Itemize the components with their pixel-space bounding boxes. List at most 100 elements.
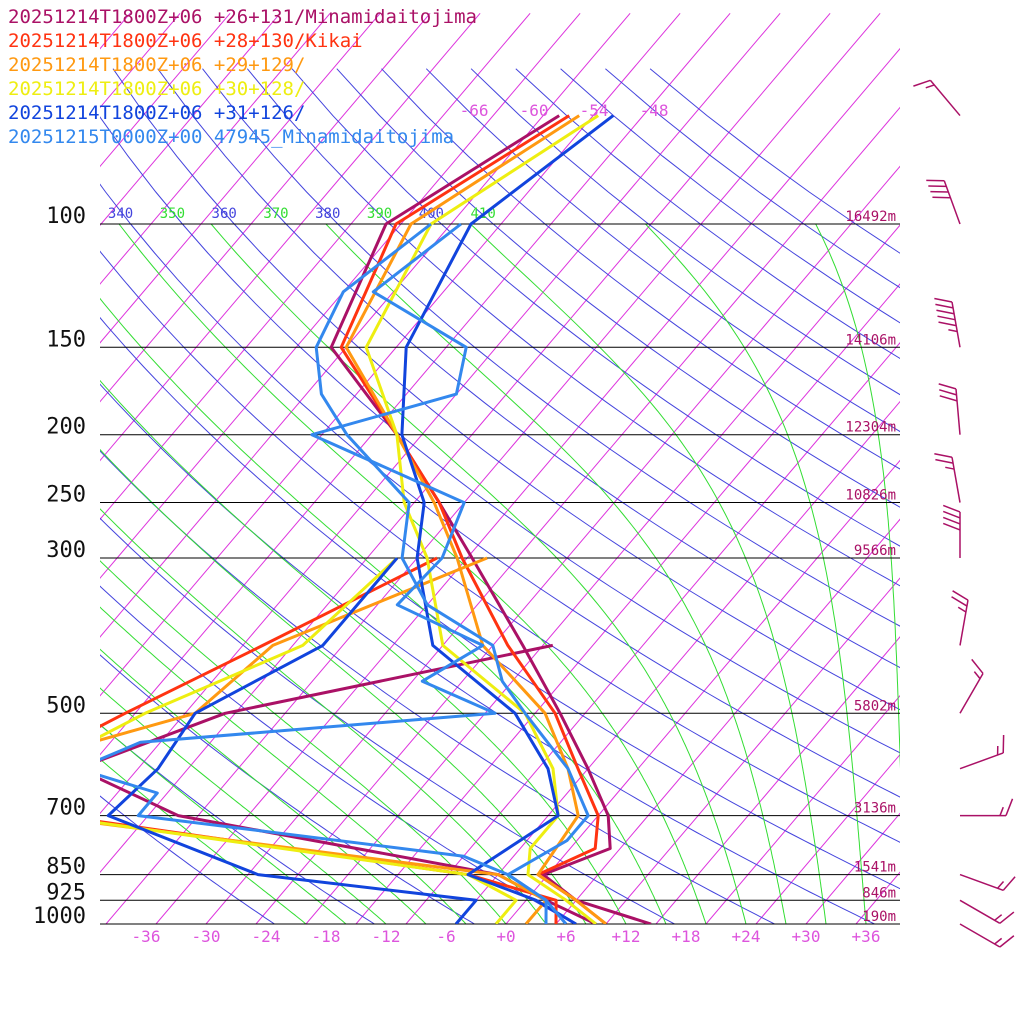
temperature-tick-label: -12 — [372, 927, 401, 946]
isotherm-label: -48 — [640, 101, 669, 120]
isotherm-line — [155, 47, 900, 924]
isotherm-line — [0, 13, 80, 924]
temperature-tick-label: +0 — [496, 927, 515, 946]
series-4-dewpoint-line — [100, 556, 518, 924]
height-label: 3136m — [854, 801, 896, 817]
wind-barb — [960, 798, 1014, 817]
temperature-tick-label: +18 — [672, 927, 701, 946]
isotherm-line — [100, 12, 731, 756]
isotherm-line — [100, 12, 431, 403]
series-5-temperature-line — [400, 114, 615, 924]
isotherm-line — [1006, 13, 1024, 924]
isotherm-line — [100, 12, 581, 579]
isotherm-line — [100, 12, 681, 697]
isotherm-line — [100, 12, 181, 109]
dry-adiabat-line — [100, 450, 776, 924]
temperature-tick-label: +24 — [732, 927, 761, 946]
legend: 20251214T1800Z+06 +26+131/Minamidaitojim… — [8, 5, 477, 149]
legend-entry-2: 20251214T1800Z+06 +28+130/Kikai — [8, 30, 363, 52]
wind-barb — [959, 923, 1015, 948]
pressure-label: 500 — [46, 693, 86, 718]
isotherm-line — [0, 13, 30, 924]
dry-adiabat-line — [100, 795, 276, 924]
wind-barb — [934, 453, 961, 503]
wind-barb — [938, 383, 961, 435]
temperature-tick-label: +12 — [612, 927, 641, 946]
grid-labels: 100 16492m 150 14106m 200 12304m 250 10826m 300 9… — [33, 101, 896, 946]
series-3-temperature-line — [344, 114, 607, 924]
adiabat-label: 380 — [315, 206, 340, 222]
temperature-tick-label: -24 — [252, 927, 281, 946]
height-label: 12304m — [845, 420, 896, 436]
isotherm-line — [355, 283, 900, 924]
isotherm-line — [100, 12, 631, 638]
isotherm-line — [100, 12, 381, 344]
isotherm-line — [100, 12, 481, 462]
wind-barb — [913, 79, 961, 117]
isotherm-line — [906, 13, 1024, 924]
pressure-label: 700 — [46, 796, 86, 821]
height-label: 9566m — [854, 543, 896, 559]
height-label: 5802m — [854, 698, 896, 714]
isotherm-line — [100, 12, 531, 521]
height-label: 14106m — [845, 332, 896, 348]
dry-adiabat-line — [100, 517, 676, 924]
temperature-tick-label: -30 — [192, 927, 221, 946]
height-label: 16492m — [845, 209, 896, 225]
moist-adiabat-line — [100, 448, 587, 924]
temperature-tick-label: -36 — [132, 927, 161, 946]
isotherm-line — [755, 753, 900, 924]
isotherm-line — [100, 12, 781, 815]
dry-adiabat-line — [381, 68, 900, 470]
temperature-tick-label: +6 — [556, 927, 575, 946]
series-6-temperature-line — [314, 222, 590, 924]
isotherm-line — [605, 577, 900, 924]
isotherm-line — [100, 12, 281, 226]
legend-entry-5: 20251214T1800Z+06 +31+126/ — [8, 102, 306, 124]
series-lines — [100, 114, 652, 924]
isotherm-label: -54 — [580, 101, 609, 120]
wind-barb — [959, 873, 1016, 892]
moist-adiabat-line — [815, 223, 900, 772]
pressure-label: 150 — [46, 327, 86, 352]
dry-adiabat-line — [202, 68, 900, 627]
isotherm-line — [100, 12, 231, 168]
pressure-label: 1000 — [33, 904, 86, 929]
wind-barb — [926, 179, 961, 225]
wind-barb — [951, 590, 969, 646]
isotherm-line — [505, 459, 900, 924]
pressure-label: 100 — [46, 204, 86, 229]
wind-barb — [959, 899, 1015, 924]
dry-adiabat-line — [157, 68, 900, 669]
dry-adiabat-line — [100, 116, 900, 754]
dry-adiabat-line — [100, 383, 876, 924]
adiabat-label: 370 — [263, 206, 288, 222]
dry-adiabat-line — [100, 250, 900, 843]
isotherm-line — [705, 694, 900, 924]
moist-adiabat-line — [470, 223, 827, 924]
legend-entry-1: 20251214T1800Z+06 +26+131/Minamidaitojim… — [8, 6, 477, 28]
pressure-label: 250 — [46, 483, 86, 508]
isotherm-line — [255, 165, 900, 924]
dry-adiabat-line — [100, 654, 476, 924]
series-6-dewpoint-line — [100, 222, 548, 924]
series-5-dewpoint-line — [106, 557, 478, 924]
isotherm-line — [305, 224, 900, 924]
isotherm-line — [205, 106, 900, 924]
wind-barb — [959, 734, 1005, 770]
moist-adiabat-line — [100, 379, 627, 924]
pressure-label: 925 — [46, 880, 86, 905]
height-label: 190m — [862, 909, 896, 925]
temperature-tick-label: -6 — [436, 927, 455, 946]
dry-adiabat-line — [246, 68, 900, 587]
isotherm-line — [405, 342, 900, 924]
pressure-label: 300 — [46, 538, 86, 563]
isotherm-label: -60 — [520, 101, 549, 120]
isobar-lines — [100, 223, 900, 925]
legend-entry-3: 20251214T1800Z+06 +29+129/ — [8, 54, 306, 76]
isotherm-line — [956, 13, 1024, 924]
series-2-temperature-line — [339, 114, 607, 924]
adiabat-label: 340 — [108, 206, 133, 222]
temperature-tick-label: -18 — [312, 927, 341, 946]
